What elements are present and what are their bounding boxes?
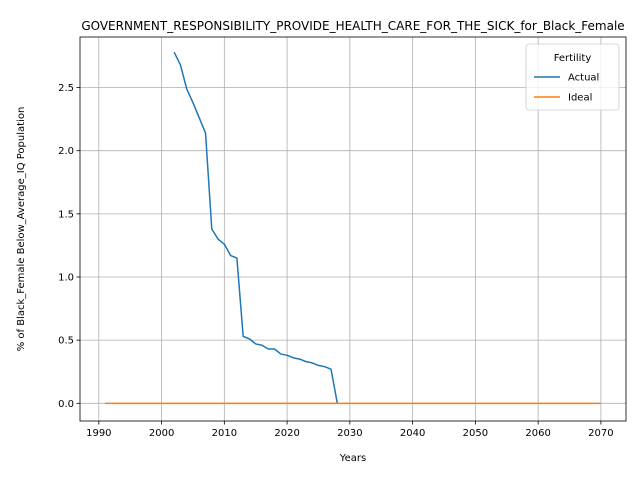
y-axis-label: % of Black_Female Below_Average_IQ Popul… — [16, 107, 27, 352]
x-axis-label: Years — [339, 453, 366, 464]
y-tick-label: 2.0 — [58, 146, 74, 157]
x-tick-label: 2040 — [400, 428, 425, 439]
y-tick-label: 0.0 — [58, 399, 74, 410]
x-tick-label: 2000 — [149, 428, 174, 439]
plot-area-frame — [79, 36, 627, 422]
y-tick-label: 1.5 — [58, 209, 74, 220]
y-axis: 0.0 0.5 1.0 1.5 2.0 2.5 — [58, 83, 80, 410]
y-tick-label: 0.5 — [58, 336, 74, 347]
legend-label-ideal: Ideal — [568, 93, 592, 104]
y-tick-label: 2.5 — [58, 83, 74, 94]
series-layer — [105, 51, 601, 405]
x-tick-label: 2060 — [525, 428, 550, 439]
x-tick-label: 1990 — [86, 428, 111, 439]
x-tick-label: 2070 — [588, 428, 613, 439]
legend-items: Actual Ideal — [534, 73, 599, 104]
legend-box — [525, 43, 620, 111]
x-tick-label: 2030 — [337, 428, 362, 439]
chart-title: GOVERNMENT_RESPONSIBILITY_PROVIDE_HEALTH… — [81, 19, 624, 33]
x-tick-label: 2050 — [463, 428, 488, 439]
x-axis: 1990 2000 2010 2020 2030 2040 2050 2060 2070 — [86, 421, 614, 439]
legend-label-actual: Actual — [568, 73, 599, 84]
x-tick-label: 2010 — [212, 428, 237, 439]
y-tick-label: 1.0 — [58, 273, 74, 284]
x-tick-label: 2020 — [274, 428, 299, 439]
legend-title: Fertility — [554, 53, 592, 64]
series-line-actual — [173, 51, 339, 404]
legend: Fertility Actual Ideal — [525, 43, 620, 111]
